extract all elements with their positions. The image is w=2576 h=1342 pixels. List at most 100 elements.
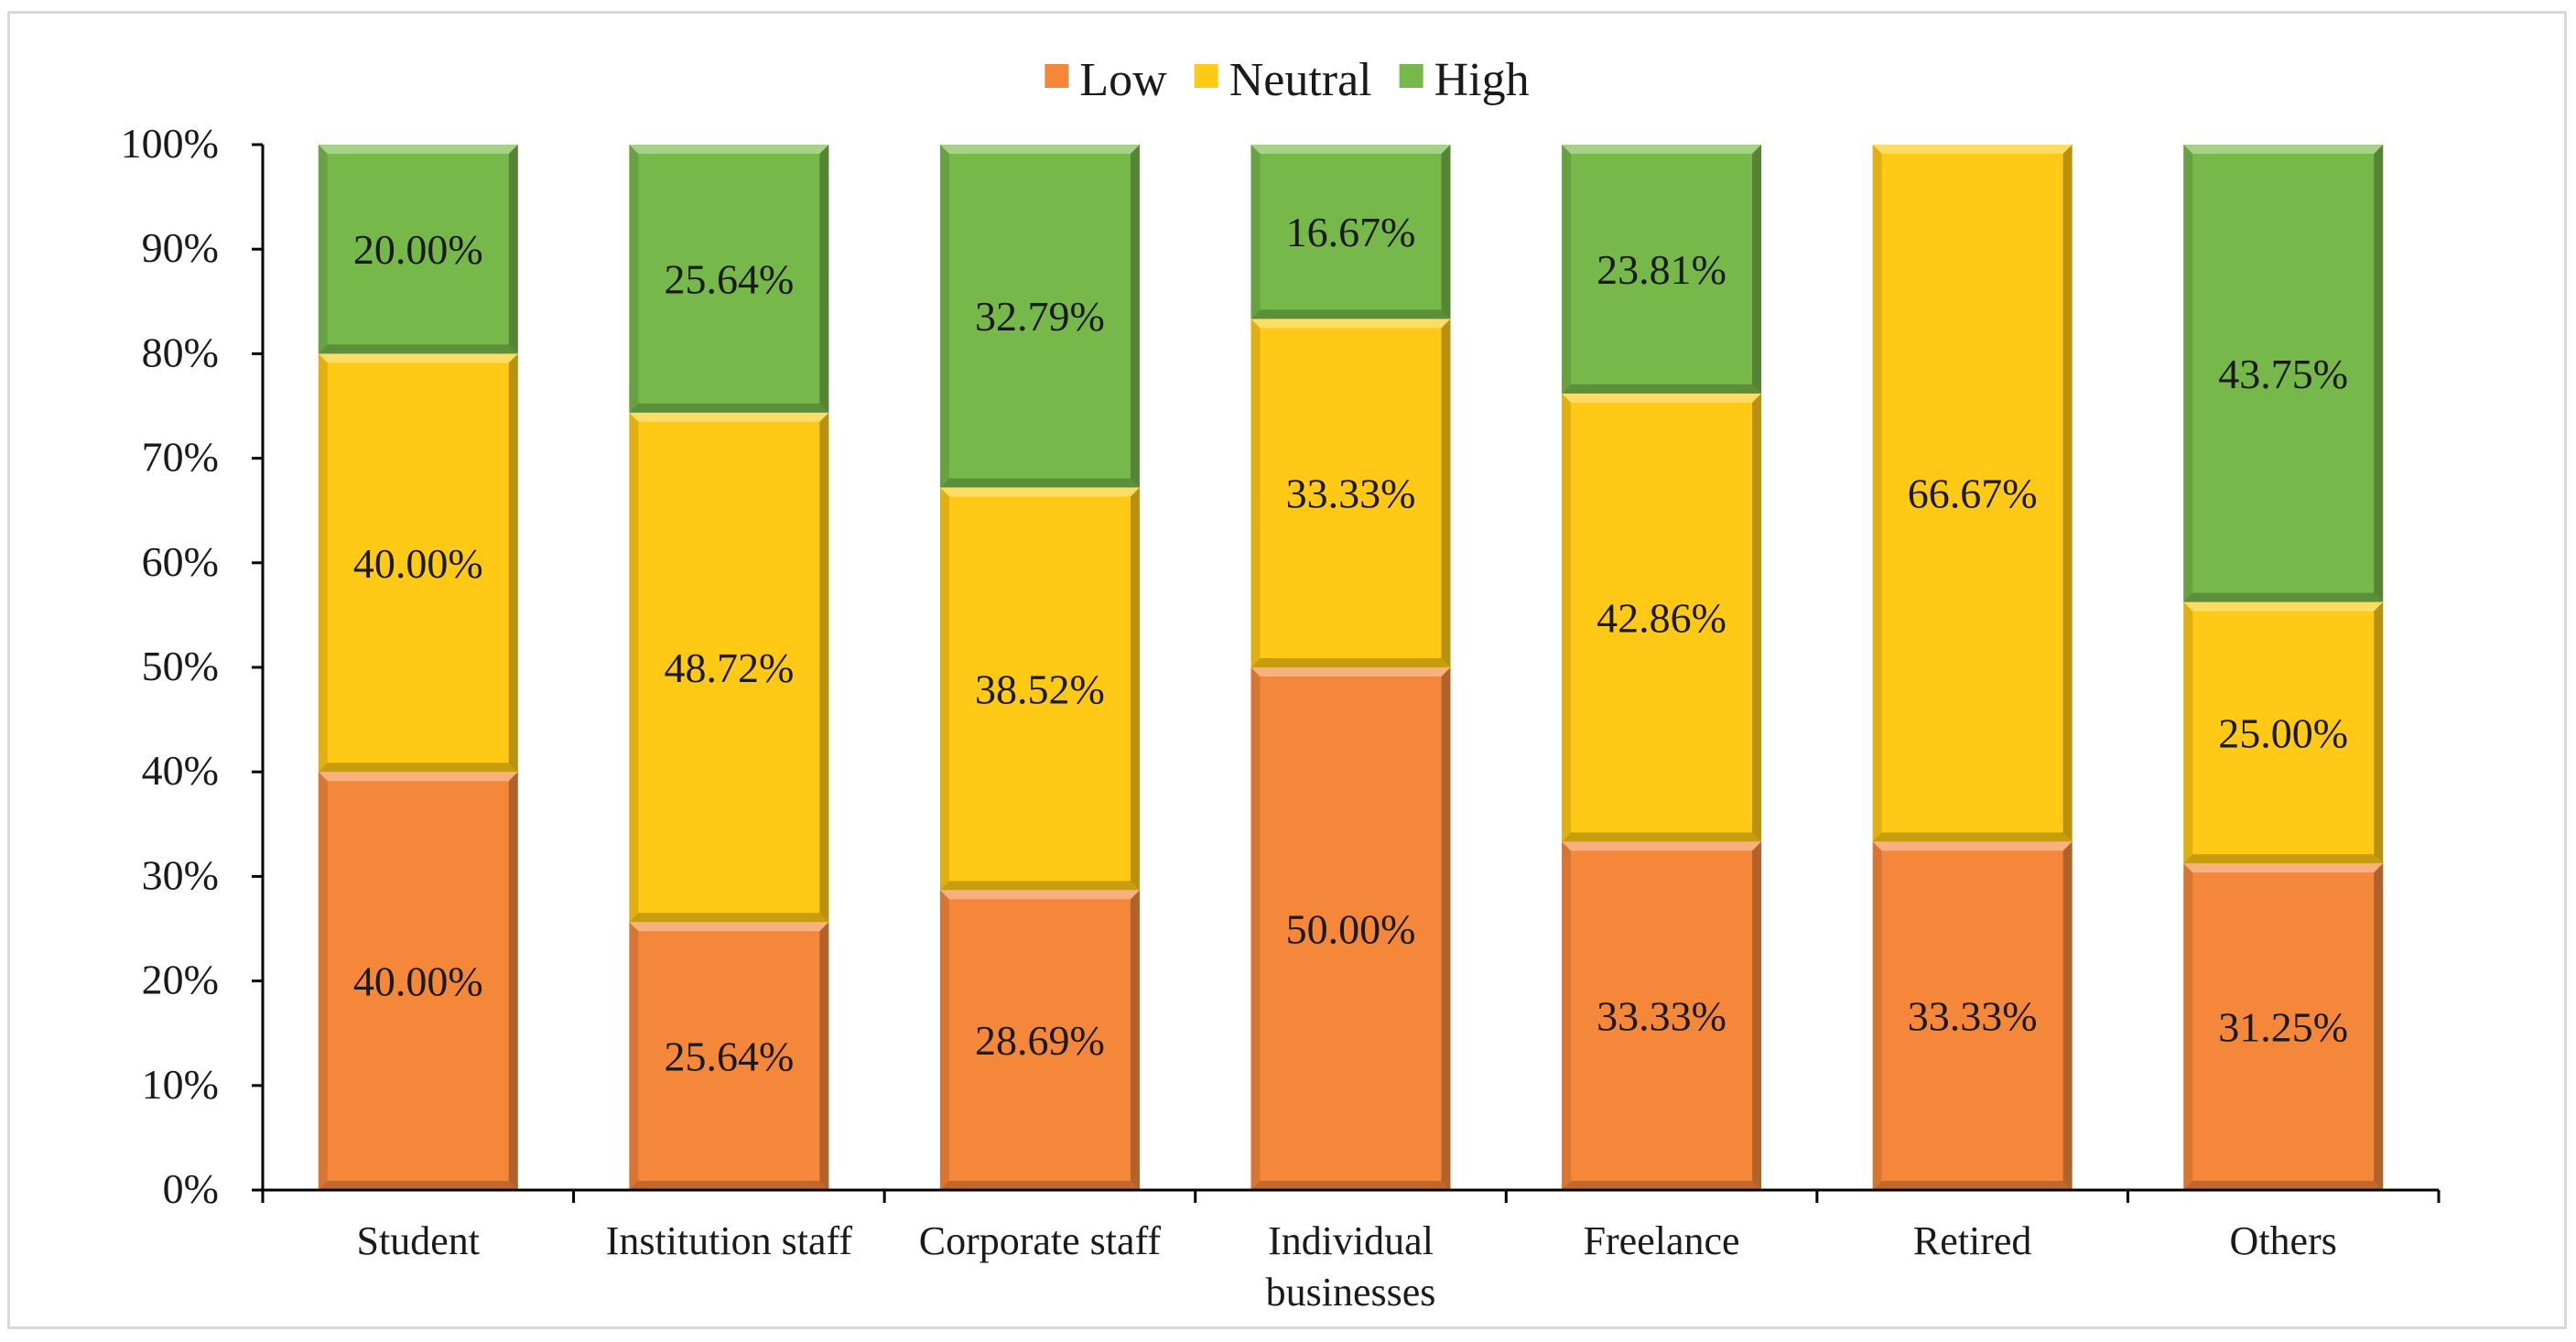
x-tick-label: Student xyxy=(357,1218,480,1263)
bar-segment-high: 25.64% xyxy=(629,145,829,413)
bar-bevel-right xyxy=(2062,145,2073,842)
bar-segment-neutral: 66.67% xyxy=(1872,145,2073,842)
bar-bevel-right xyxy=(1441,667,1451,1190)
bar-bevel-left xyxy=(939,145,949,488)
bar-bevel-left xyxy=(1562,393,1572,842)
legend-label: Neutral xyxy=(1229,54,1372,106)
legend-item-high: High xyxy=(1399,54,1530,106)
x-tick-label: businesses xyxy=(1266,1270,1436,1315)
bar-bevel-top xyxy=(2183,863,2384,873)
data-label: 32.79% xyxy=(975,293,1105,340)
bar-bevel-bottom xyxy=(1250,309,1451,319)
bar-bevel-top xyxy=(939,890,1140,900)
legend-swatch xyxy=(1194,64,1218,88)
bar-bevel-bottom xyxy=(629,403,829,413)
bar-bevel-bottom xyxy=(939,478,1140,488)
bar-bevel-bottom xyxy=(1872,1181,2073,1190)
y-tick-label: 40% xyxy=(142,747,219,794)
data-label: 25.00% xyxy=(2218,709,2348,756)
bar-bevel-right xyxy=(819,922,829,1190)
bar-bevel-left xyxy=(318,772,328,1190)
bar-bevel-left xyxy=(1250,667,1261,1190)
y-tick-label: 50% xyxy=(142,643,219,689)
bar-face xyxy=(1250,319,1451,667)
bar-face xyxy=(1250,145,1451,319)
bar-bevel-left xyxy=(1250,145,1261,319)
y-tick-label: 70% xyxy=(142,434,219,481)
bar-face xyxy=(1562,841,1762,1190)
bar-segment-high: 16.67% xyxy=(1250,145,1451,319)
x-axis: Student Institution staff Corporate staff I… xyxy=(261,1188,2441,1315)
bar-bevel-bottom xyxy=(318,1181,518,1190)
bar-bevel-bottom xyxy=(2183,1181,2384,1190)
x-tick-label: Institution staff xyxy=(606,1218,853,1263)
bar-bevel-top xyxy=(2183,601,2384,611)
bar-bevel-top xyxy=(629,145,829,154)
x-tick-label: Others xyxy=(2230,1218,2337,1263)
y-tick-label: 10% xyxy=(142,1061,219,1108)
bar-bevel-bottom xyxy=(318,344,518,354)
bar-face xyxy=(318,145,518,354)
bar-bevel-top xyxy=(939,145,1140,154)
bar-face xyxy=(1250,667,1451,1190)
bar-bevel-top xyxy=(1562,841,1762,851)
bar-bevel-top xyxy=(318,145,518,154)
data-label: 40.00% xyxy=(353,540,483,587)
data-label: 50.00% xyxy=(1286,906,1416,953)
bar-bevel-left xyxy=(1250,319,1261,667)
bar-bevel-top xyxy=(1250,319,1451,329)
bar-face xyxy=(939,487,1140,891)
bar-segment-low: 50.00% xyxy=(1250,667,1451,1190)
legend-swatch xyxy=(1399,64,1423,88)
bar-face xyxy=(1872,145,2073,842)
bar-bevel-right xyxy=(1752,841,1762,1190)
data-label: 33.33% xyxy=(1908,993,2038,1040)
bar-bevel-left xyxy=(2183,145,2193,602)
bar-segment-high: 32.79% xyxy=(939,145,1140,488)
data-label: 48.72% xyxy=(664,644,794,691)
data-label: 40.00% xyxy=(353,958,483,1005)
bar-bevel-bottom xyxy=(1250,658,1451,667)
x-tick-label: Individual xyxy=(1268,1218,1434,1263)
data-label: 33.33% xyxy=(1286,471,1416,517)
bar-bevel-right xyxy=(1130,890,1140,1190)
y-tick-label: 0% xyxy=(163,1165,219,1212)
bar-face xyxy=(629,922,829,1190)
bar-bevel-right xyxy=(819,412,829,923)
bar-bevel-left xyxy=(629,412,639,923)
bar-bevel-left xyxy=(629,145,639,413)
y-tick-label: 80% xyxy=(142,329,219,375)
data-label: 23.81% xyxy=(1596,246,1726,293)
data-label: 16.67% xyxy=(1286,209,1416,255)
bar-bevel-right xyxy=(508,353,518,773)
data-label: 31.25% xyxy=(2218,1004,2348,1051)
bars: 40.00% 40.00% 20.00% 25.64% 48.72% 25.64% 28.6… xyxy=(318,145,2384,1190)
bar-bevel-top xyxy=(1250,145,1451,154)
bar-bevel-bottom xyxy=(318,763,518,773)
bar-face xyxy=(939,890,1140,1190)
x-tick-label: Retired xyxy=(1913,1218,2032,1263)
bar-bevel-bottom xyxy=(1562,384,1762,394)
bar-bevel-top xyxy=(1872,841,2073,851)
bar-bevel-right xyxy=(1441,319,1451,667)
data-label: 20.00% xyxy=(353,226,483,273)
data-label: 38.52% xyxy=(975,666,1105,712)
bar-segment-neutral: 25.00% xyxy=(2183,601,2384,864)
bar-bevel-left xyxy=(939,890,949,1190)
bar-bevel-right xyxy=(2374,601,2384,864)
bar-bevel-bottom xyxy=(939,1181,1140,1190)
bar-bevel-bottom xyxy=(1250,1181,1451,1190)
bar-face xyxy=(2183,601,2384,864)
y-tick-label: 60% xyxy=(142,538,219,585)
bar-bevel-bottom xyxy=(629,913,829,923)
data-label: 43.75% xyxy=(2218,351,2348,397)
data-label: 42.86% xyxy=(1596,595,1726,642)
bar-bevel-top xyxy=(939,487,1140,497)
bar-face xyxy=(2183,145,2384,602)
bar-face xyxy=(629,412,829,923)
bar-bevel-left xyxy=(2183,863,2193,1190)
legend-label: High xyxy=(1434,54,1530,106)
bar-bevel-top xyxy=(318,772,518,782)
data-label: 25.64% xyxy=(664,1034,794,1080)
